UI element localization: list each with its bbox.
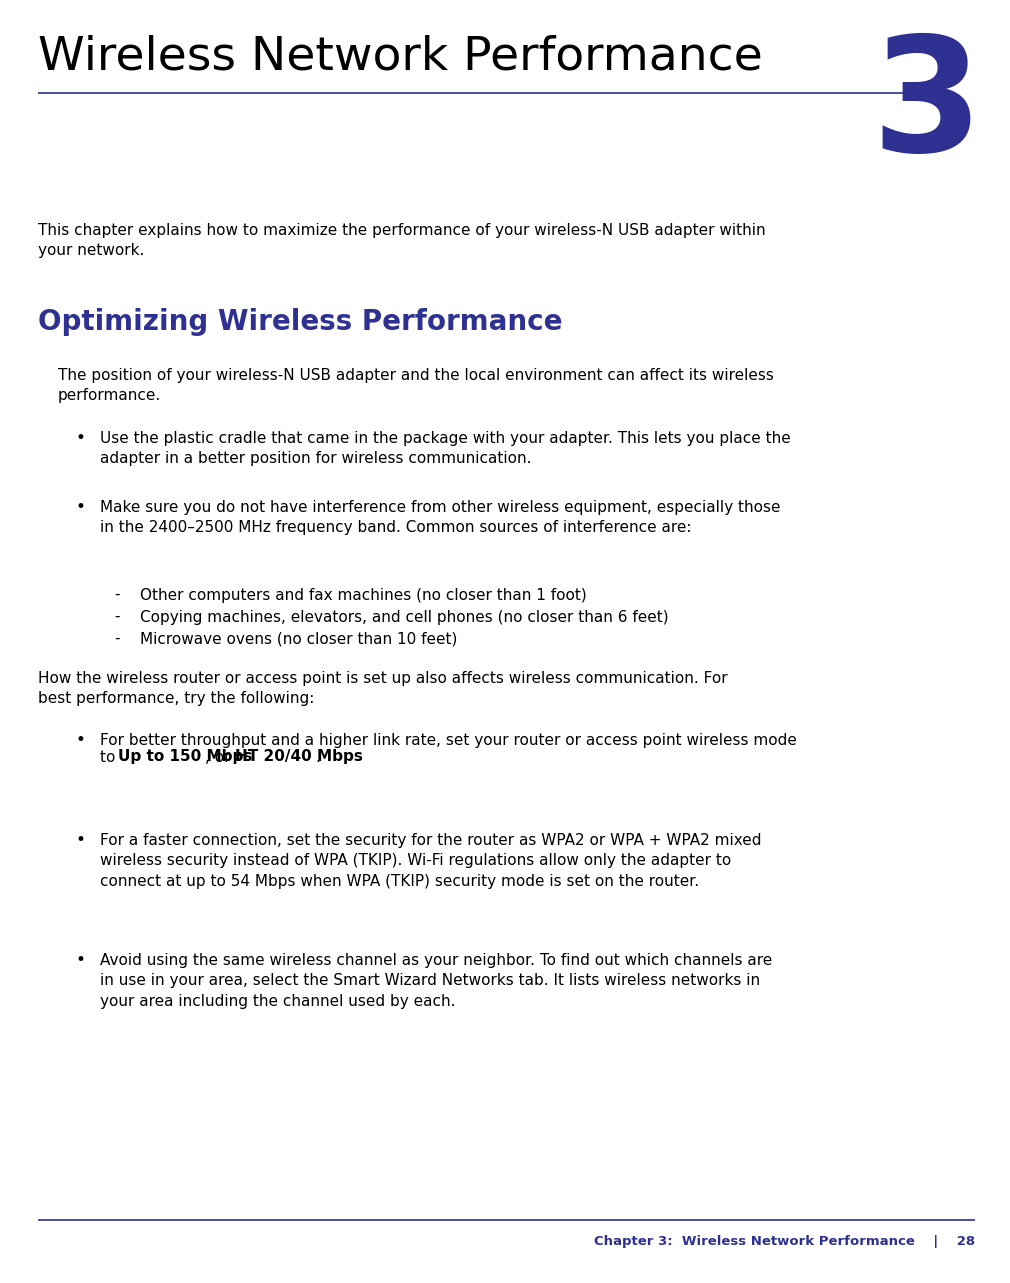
- Text: Make sure you do not have interference from other wireless equipment, especially: Make sure you do not have interference f…: [100, 500, 781, 535]
- Text: .: .: [315, 749, 320, 765]
- Text: For a faster connection, set the security for the router as WPA2 or WPA + WPA2 m: For a faster connection, set the securit…: [100, 833, 762, 889]
- Text: Chapter 3:  Wireless Network Performance    |    28: Chapter 3: Wireless Network Performance …: [594, 1236, 975, 1248]
- Text: Wireless Network Performance: Wireless Network Performance: [38, 35, 763, 80]
- Text: Microwave ovens (no closer than 10 feet): Microwave ovens (no closer than 10 feet): [140, 633, 458, 647]
- Text: •: •: [75, 429, 85, 446]
- Text: •: •: [75, 951, 85, 969]
- Text: -: -: [114, 588, 120, 602]
- Text: •: •: [75, 831, 85, 849]
- Text: Copying machines, elevators, and cell phones (no closer than 6 feet): Copying machines, elevators, and cell ph…: [140, 609, 669, 625]
- Text: Up to 150 Mbps: Up to 150 Mbps: [118, 749, 252, 765]
- Text: •: •: [75, 731, 85, 749]
- Text: 3: 3: [871, 30, 982, 185]
- Text: to: to: [100, 749, 120, 765]
- Text: Optimizing Wireless Performance: Optimizing Wireless Performance: [38, 308, 563, 336]
- Text: This chapter explains how to maximize the performance of your wireless-N USB ada: This chapter explains how to maximize th…: [38, 223, 766, 258]
- Text: -: -: [114, 631, 120, 647]
- Text: Other computers and fax machines (no closer than 1 foot): Other computers and fax machines (no clo…: [140, 588, 587, 603]
- Text: •: •: [75, 498, 85, 516]
- Text: The position of your wireless-N USB adapter and the local environment can affect: The position of your wireless-N USB adap…: [58, 368, 774, 403]
- Text: Use the plastic cradle that came in the package with your adapter. This lets you: Use the plastic cradle that came in the …: [100, 431, 791, 467]
- Text: For better throughput and a higher link rate, set your router or access point wi: For better throughput and a higher link …: [100, 733, 797, 748]
- Text: How the wireless router or access point is set up also affects wireless communic: How the wireless router or access point …: [38, 671, 727, 707]
- Text: HT 20/40 Mbps: HT 20/40 Mbps: [235, 749, 364, 765]
- Text: , or: , or: [205, 749, 235, 765]
- Text: Avoid using the same wireless channel as your neighbor. To find out which channe: Avoid using the same wireless channel as…: [100, 953, 773, 1008]
- Text: -: -: [114, 609, 120, 624]
